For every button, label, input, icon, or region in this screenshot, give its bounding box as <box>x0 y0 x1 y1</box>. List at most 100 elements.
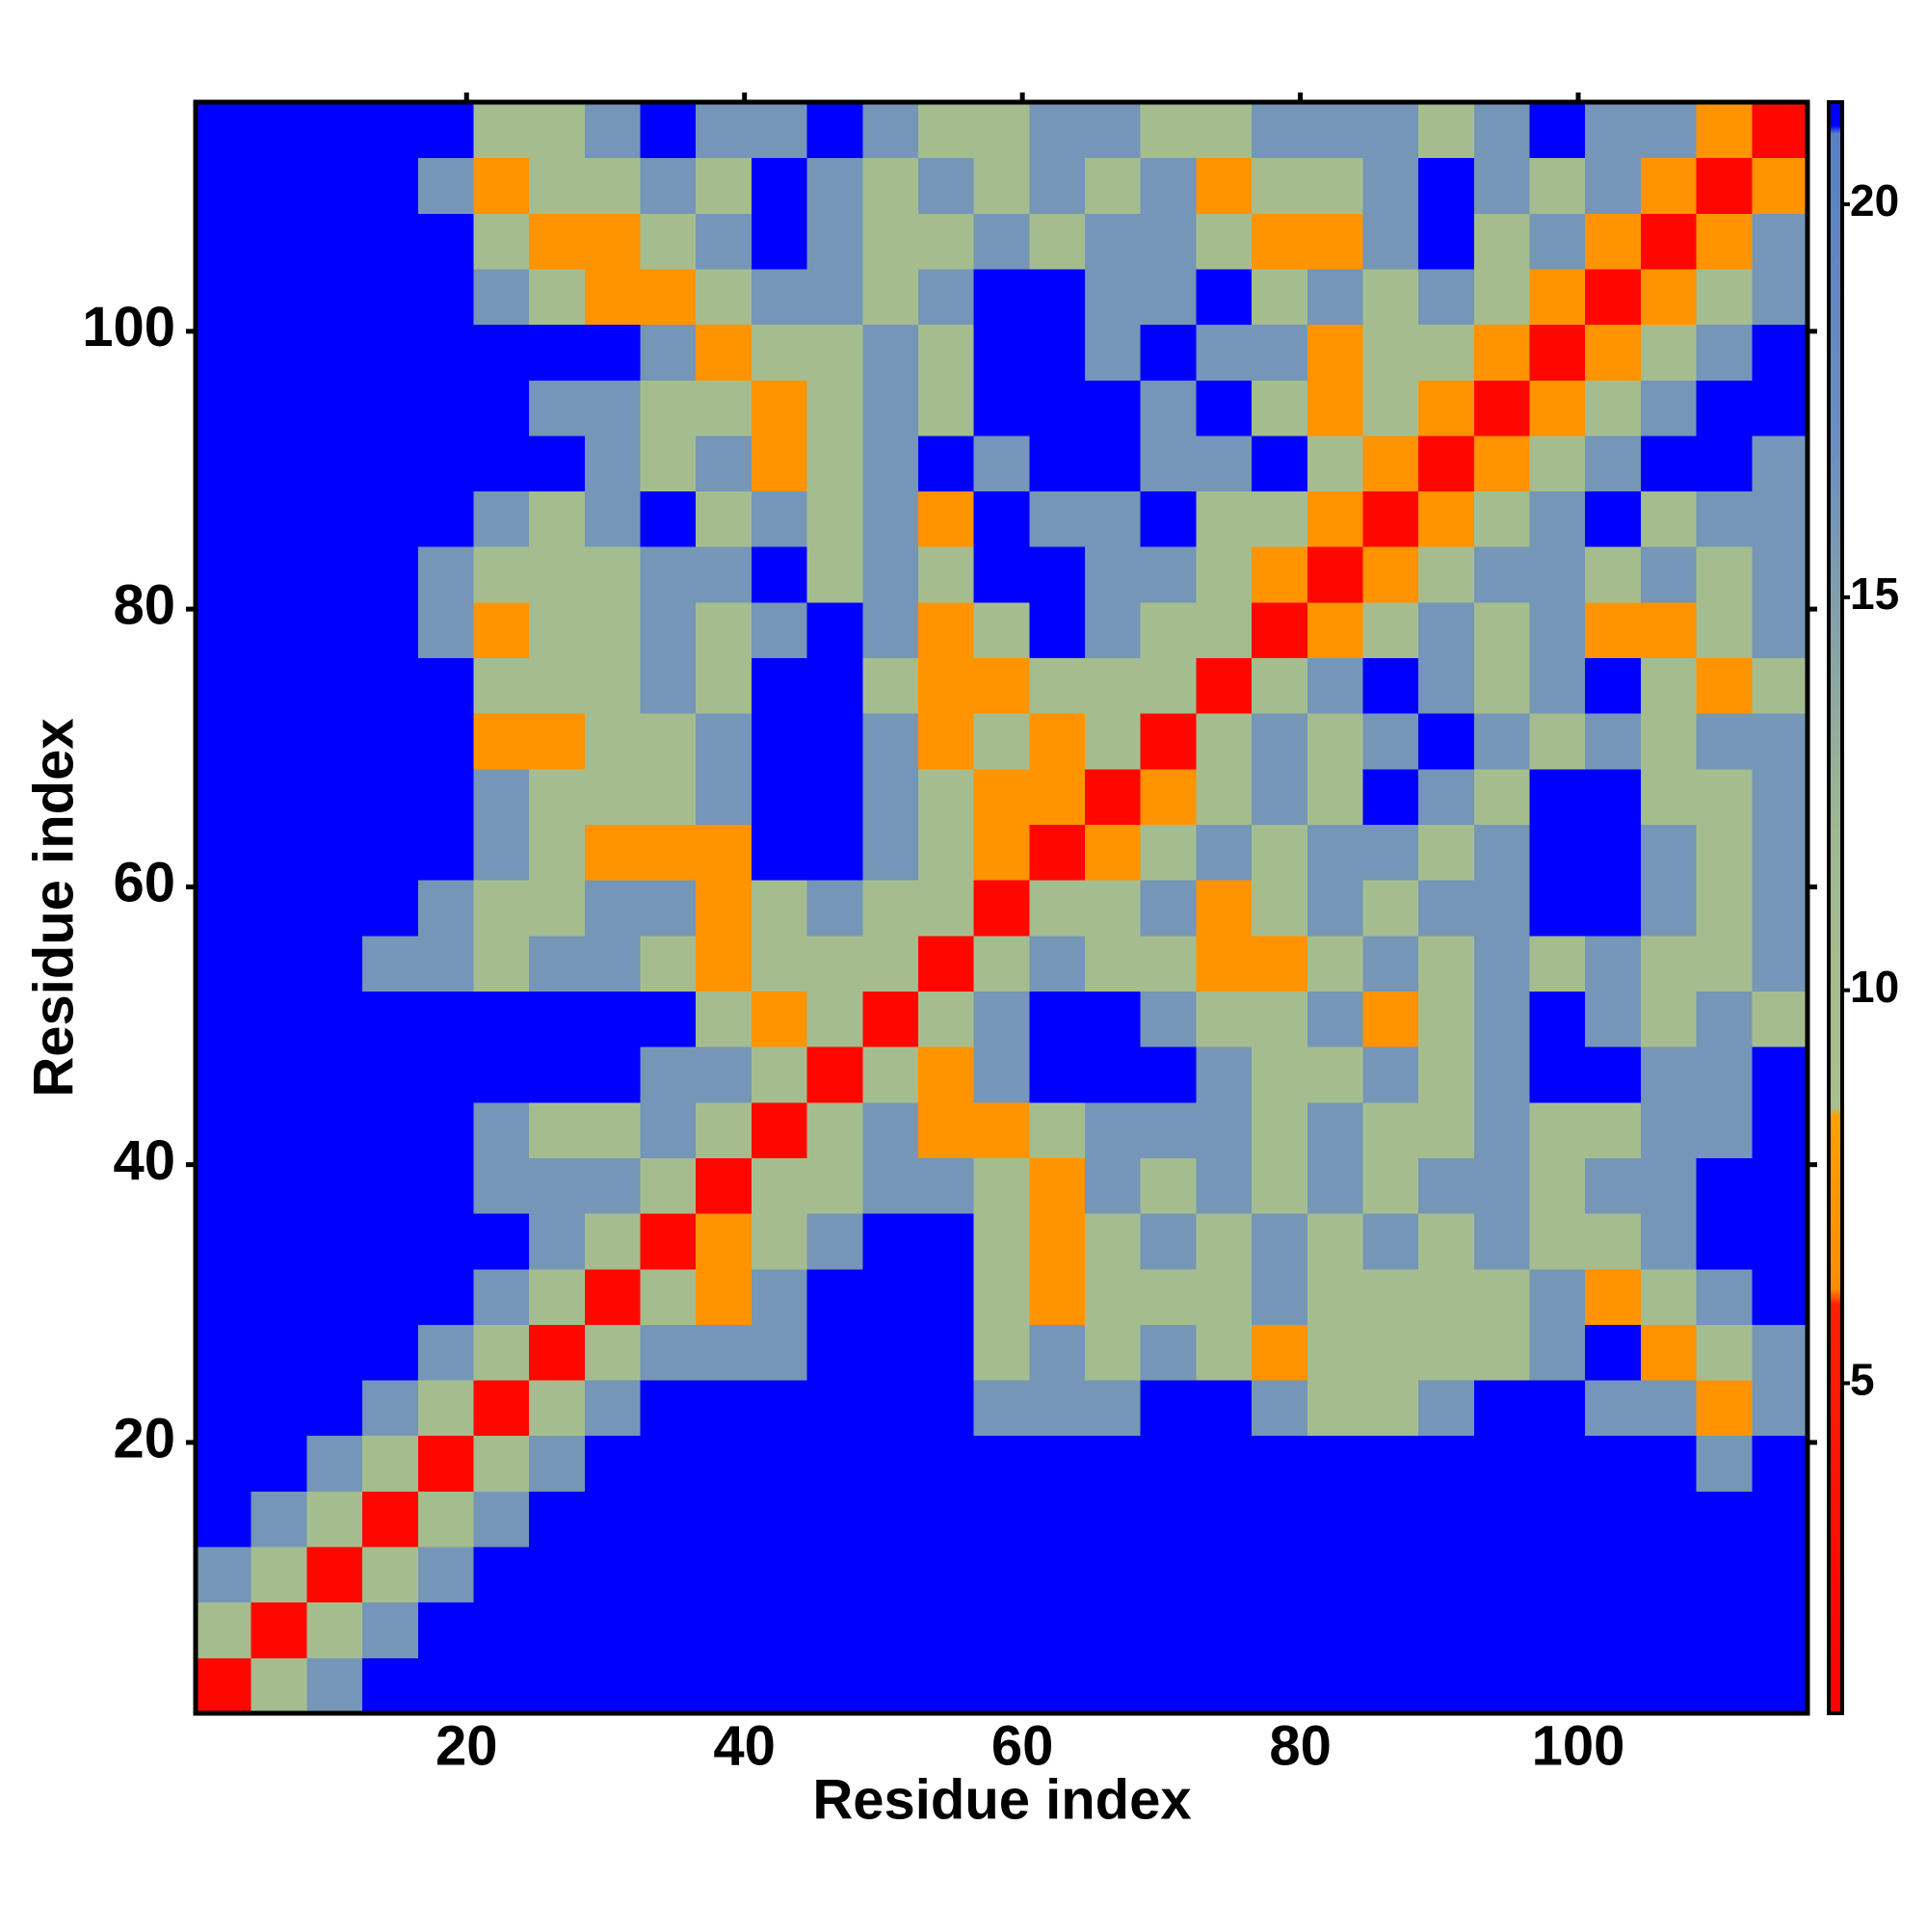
heatmap-cell <box>1529 380 1586 437</box>
heatmap-cell <box>1252 768 1308 826</box>
heatmap-cell <box>473 490 530 547</box>
heatmap-cell <box>862 713 919 770</box>
heatmap-cell <box>1696 380 1753 437</box>
heatmap-cell <box>1752 1213 1808 1270</box>
heatmap-cell <box>1418 601 1475 659</box>
heatmap-cell <box>1140 1491 1197 1548</box>
heatmap-cell <box>473 380 530 437</box>
heatmap-cell <box>751 1547 808 1603</box>
heatmap-cell <box>1752 1601 1808 1658</box>
heatmap-cell <box>1752 1657 1808 1714</box>
heatmap-cell <box>1252 1213 1308 1270</box>
heatmap-cell <box>1362 1547 1419 1603</box>
heatmap-cell <box>362 991 419 1047</box>
heatmap-cell <box>1362 268 1419 326</box>
heatmap-cell <box>1307 1324 1363 1381</box>
heatmap-cell <box>473 546 530 603</box>
heatmap-cell <box>1140 1324 1197 1381</box>
heatmap-cell <box>1585 768 1642 826</box>
heatmap-cell <box>1252 380 1308 437</box>
heatmap-cell <box>862 880 919 937</box>
heatmap-cell <box>1585 824 1642 881</box>
heatmap-cell <box>640 1380 697 1437</box>
heatmap-cell <box>806 1046 863 1103</box>
heatmap-cell <box>196 546 252 603</box>
heatmap-cell <box>751 1101 808 1158</box>
heatmap-cell <box>806 880 863 937</box>
heatmap-cell <box>251 657 307 714</box>
heatmap-cells <box>196 102 1808 1714</box>
heatmap-cell <box>751 435 808 492</box>
heatmap-cell <box>862 991 919 1047</box>
heatmap-cell <box>751 935 808 992</box>
heatmap-cell <box>417 1157 474 1214</box>
heatmap-cell <box>696 1435 752 1492</box>
heatmap-cell <box>1418 935 1475 992</box>
heatmap-cell <box>306 768 363 826</box>
heatmap-cell <box>1196 490 1253 547</box>
heatmap-cell <box>1196 1601 1253 1658</box>
heatmap-cell <box>1640 490 1698 547</box>
heatmap-cell <box>1252 1657 1308 1714</box>
heatmap-cell <box>417 935 474 992</box>
heatmap-cell <box>1640 1547 1698 1603</box>
heatmap-cell <box>751 1435 808 1492</box>
heatmap-cell <box>751 880 808 937</box>
heatmap-cell <box>696 435 752 492</box>
heatmap-cell <box>1307 880 1363 937</box>
heatmap-cell <box>1362 768 1419 826</box>
heatmap-cell <box>640 768 697 826</box>
heatmap-cell <box>584 1101 642 1158</box>
heatmap-cell <box>584 546 642 603</box>
heatmap-cell <box>529 1101 586 1158</box>
heatmap-cell <box>196 213 252 270</box>
heatmap-cell <box>1418 824 1475 881</box>
heatmap-cell <box>917 380 975 437</box>
heatmap-cell <box>1640 1101 1698 1158</box>
heatmap-cell <box>1418 1268 1475 1325</box>
heatmap-cell <box>751 1657 808 1714</box>
heatmap-cell <box>584 1380 642 1437</box>
heatmap-cell <box>529 1213 586 1270</box>
heatmap-cell <box>806 380 863 437</box>
heatmap-cell <box>1307 1657 1363 1714</box>
heatmap-cell <box>1362 1101 1419 1158</box>
heatmap-cell <box>362 1157 419 1214</box>
heatmap-cell <box>417 102 474 159</box>
heatmap-cell <box>306 1547 363 1603</box>
heatmap-cell <box>362 102 419 159</box>
heatmap-cell <box>696 157 752 214</box>
heatmap-cell <box>1029 268 1086 326</box>
heatmap-cell <box>529 713 586 770</box>
heatmap-cell <box>1362 1657 1419 1714</box>
heatmap-cell <box>1529 1380 1586 1437</box>
heatmap-cell <box>1585 1101 1642 1158</box>
heatmap-cell <box>1640 1046 1698 1103</box>
heatmap-cell <box>862 657 919 714</box>
heatmap-cell <box>917 213 975 270</box>
heatmap-cell <box>196 935 252 992</box>
heatmap-cell <box>696 1547 752 1603</box>
heatmap-cell <box>1085 935 1142 992</box>
heatmap-cell <box>1585 991 1642 1047</box>
heatmap-cell <box>806 1547 863 1603</box>
heatmap-cell <box>1029 102 1086 159</box>
heatmap-cell <box>1029 1157 1086 1214</box>
heatmap-cell <box>1362 1157 1419 1214</box>
heatmap-cell <box>973 1601 1030 1658</box>
heatmap-cell <box>1140 601 1197 659</box>
heatmap-cell <box>1585 435 1642 492</box>
heatmap-cell <box>529 880 586 937</box>
heatmap-cell <box>1418 213 1475 270</box>
heatmap-cell <box>1196 102 1253 159</box>
heatmap-cell <box>196 157 252 214</box>
heatmap-cell <box>751 324 808 381</box>
heatmap-cell <box>1529 713 1586 770</box>
heatmap-cell <box>696 1491 752 1548</box>
heatmap-cell <box>862 1213 919 1270</box>
heatmap-cell <box>473 435 530 492</box>
heatmap-cell <box>1529 991 1586 1047</box>
heatmap-cell <box>1473 102 1531 159</box>
heatmap-cell <box>1029 1324 1086 1381</box>
heatmap-cell <box>1696 768 1753 826</box>
